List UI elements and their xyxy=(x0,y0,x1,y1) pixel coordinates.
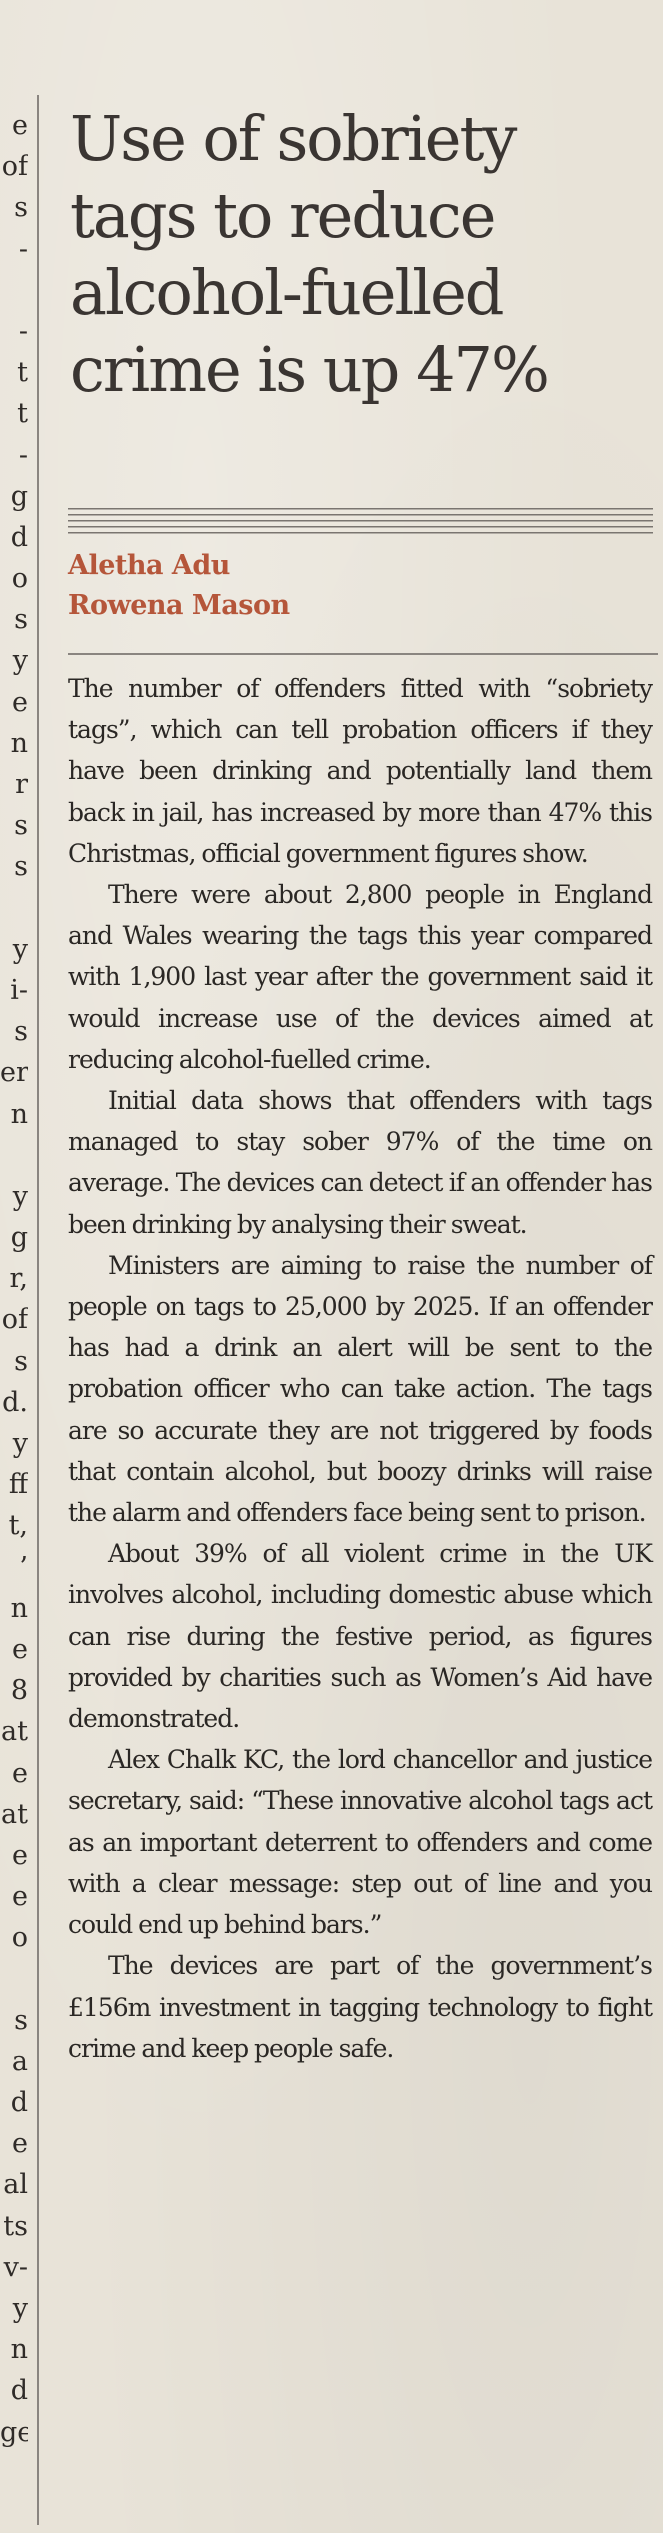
fragment: t xyxy=(17,357,28,389)
headline: Use of sobriety tags to reduce alcohol-f… xyxy=(70,102,550,406)
fragment: v- xyxy=(3,2251,28,2283)
fragment: ge xyxy=(0,2416,28,2448)
fragment: y xyxy=(12,2292,28,2324)
fragment: y xyxy=(12,933,28,965)
fragment: e xyxy=(12,1757,28,1789)
fragment: of xyxy=(1,151,28,183)
fragment: ff xyxy=(8,1469,28,1501)
paragraph: There were about 2,800 people in England… xyxy=(68,880,653,1074)
fragment xyxy=(0,1135,28,1176)
fragment xyxy=(0,270,28,311)
fragment: 8 xyxy=(10,1675,28,1707)
fragment: e xyxy=(12,110,28,141)
fragment: e xyxy=(12,1839,28,1871)
fragment: s xyxy=(14,810,28,842)
fragment: d. xyxy=(2,1386,28,1418)
fragment: s xyxy=(14,851,28,883)
fragment: n xyxy=(10,727,28,759)
fragment: e xyxy=(12,1633,28,1665)
fragment: e xyxy=(12,2128,28,2160)
fragment: - xyxy=(18,315,28,347)
fragment: n xyxy=(10,1592,28,1624)
author-name: Aletha Adu xyxy=(68,550,230,581)
fragment: r, xyxy=(9,1263,28,1295)
fragment: - xyxy=(18,233,28,265)
fragment: ts xyxy=(3,2210,28,2242)
fragment: t, xyxy=(8,1510,28,1542)
fragment: s xyxy=(14,604,28,636)
fragment: t xyxy=(17,398,28,430)
fragment: s xyxy=(14,2004,28,2036)
fragment: n xyxy=(10,2334,28,2366)
paragraph: About 39% of all violent crime in the UK… xyxy=(68,1539,653,1734)
fragment: - xyxy=(18,439,28,471)
fragment: y xyxy=(12,1180,28,1212)
fragment: e xyxy=(12,686,28,718)
fragment: g xyxy=(10,1222,28,1254)
fragment: i- xyxy=(10,974,28,1006)
fragment: g xyxy=(10,480,28,512)
fragment: d xyxy=(10,521,28,553)
author-name: Rowena Mason xyxy=(68,590,290,621)
fragment: y xyxy=(12,645,28,677)
fragment: s xyxy=(14,1016,28,1048)
fragment: ’ xyxy=(19,1551,28,1583)
fragment: s xyxy=(14,192,28,224)
byline: Aletha Adu Rowena Mason xyxy=(68,546,290,626)
fragment: o xyxy=(11,563,28,595)
fragment: er xyxy=(0,1057,28,1089)
fragment: a xyxy=(11,2045,28,2077)
article-body: The number of offenders fitted with “sob… xyxy=(68,668,653,2069)
fragment: at xyxy=(1,1798,28,1830)
paragraph: Ministers are aiming to raise the number… xyxy=(68,1250,653,1528)
fragment: r xyxy=(15,769,28,800)
fragment: o xyxy=(11,1922,28,1954)
paragraph: The devices are part of the government’s… xyxy=(68,1951,653,2063)
fragment: of xyxy=(1,1304,28,1336)
fragment: e xyxy=(12,1881,28,1913)
fragment: d xyxy=(10,2087,28,2118)
fragment xyxy=(0,888,28,929)
adjacent-column-fragments: e of s - - t t - g d o s y e n r s s y i… xyxy=(0,105,28,2453)
fragment: n xyxy=(10,1098,28,1130)
paragraph: Alex Chalk KC, the lord chancellor and j… xyxy=(68,1745,653,1940)
fragment: y xyxy=(12,1428,28,1459)
paragraph: Initial data shows that offenders with t… xyxy=(68,1086,653,1239)
column-rule xyxy=(37,95,39,2525)
fragment: s xyxy=(14,1345,28,1377)
fragment xyxy=(0,1958,28,1999)
fragment: at xyxy=(1,1716,28,1748)
fragment: al xyxy=(3,2169,28,2201)
byline-divider xyxy=(68,653,658,655)
byline-rules xyxy=(68,508,653,538)
paragraph: The number of offenders fitted with “sob… xyxy=(68,674,653,868)
fragment: d xyxy=(10,2375,28,2407)
